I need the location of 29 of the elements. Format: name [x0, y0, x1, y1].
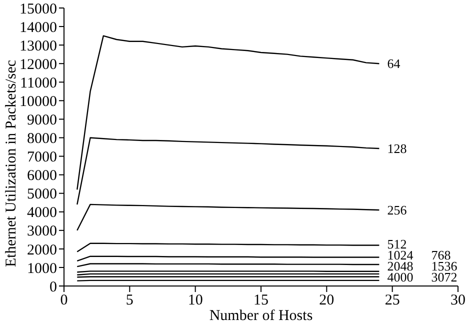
x-tick-label: 20 — [319, 292, 334, 309]
x-tick-label: 0 — [60, 292, 68, 309]
y-tick-label: 9000 — [27, 112, 57, 129]
x-tick-label: 30 — [450, 292, 466, 309]
x-axis-title: Number of Hosts — [209, 308, 313, 324]
y-tick-label: 1000 — [27, 260, 57, 277]
y-tick-label: 6000 — [27, 168, 57, 184]
y-tick-label: 5000 — [27, 186, 57, 203]
y-tick-label: 10000 — [20, 94, 57, 110]
x-tick-label: 25 — [384, 292, 400, 309]
x-tick-label: 15 — [254, 292, 268, 309]
series-label: 256 — [387, 202, 408, 218]
series-label: 64 — [387, 56, 401, 72]
y-tick-label: 3000 — [27, 224, 57, 240]
y-tick-label: 11000 — [20, 75, 57, 92]
text: 768 — [431, 247, 451, 262]
y-tick-label: 4000 — [27, 205, 57, 222]
y-tick-label: 14000 — [20, 20, 57, 36]
x-tick-label: 5 — [126, 292, 134, 309]
x-tick-label: 10 — [188, 292, 203, 309]
y-tick-label: 13000 — [20, 38, 57, 54]
y-tick-label: 12000 — [20, 56, 57, 73]
y-tick-label: 0 — [50, 279, 57, 296]
y-tick-label: 15000 — [20, 1, 57, 18]
y-tick-label: 2000 — [27, 242, 57, 258]
y-axis-title: Ethernet Utilization in Packets/sec — [3, 60, 20, 267]
y-tick-label: 7000 — [27, 150, 57, 166]
series-label: 128 — [387, 141, 407, 156]
y-tick-label: 8000 — [27, 131, 57, 148]
